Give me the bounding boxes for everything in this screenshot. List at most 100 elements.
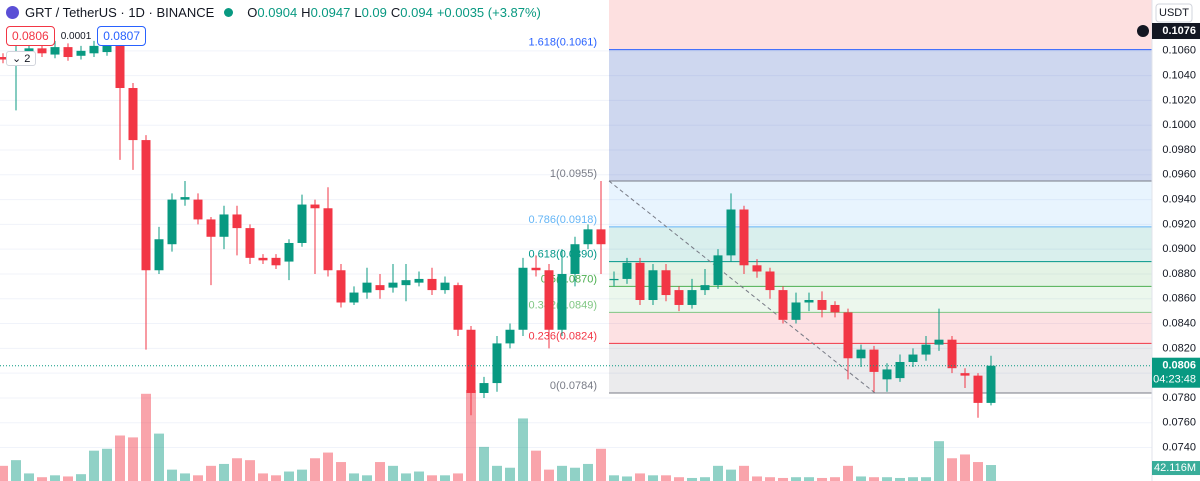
volume-bar [973,462,983,481]
add-button [1137,24,1149,37]
volume-bar [856,476,866,481]
volume-bar [24,473,34,481]
volume-bar [986,465,996,481]
volume-bar [726,469,736,481]
legend-key: C [390,5,401,20]
volume-bar [791,477,801,481]
candle-body [544,270,554,330]
price-axis [1152,0,1200,481]
market-status[interactable] [224,8,234,17]
candle-body [193,199,203,220]
candle-body [622,262,632,279]
sell-button[interactable]: 0.0806 [6,26,55,46]
y-tick-label: 0.0860 [1162,293,1196,305]
legend-key: H [301,5,311,20]
countdown: 04:23:48 [1153,374,1196,386]
order-buttons: 0.0806 0.0001 0.0807 [6,26,146,46]
candle-body [895,361,905,379]
candle-body [206,219,216,237]
volume-bar [128,437,138,481]
candle-body [609,278,619,281]
volume-bar [115,435,125,481]
volume-bar [37,477,47,481]
y-tick-label: 0.0880 [1162,268,1196,280]
candle-body [882,369,892,380]
y-tick-label: 0.1040 [1162,70,1196,82]
volume-bar [570,467,580,481]
currency: USDT [1159,7,1189,19]
candle-body [596,229,606,245]
fib-label: 0(0.0784) [550,380,597,392]
fib-band [609,226,1152,262]
last-price-tag [1152,357,1200,388]
volume-bar [596,448,606,481]
volume-bar [765,477,775,481]
volume-bar [622,476,632,481]
y-tick-label: 0.0740 [1162,441,1196,453]
volume-bar [479,446,489,481]
y-tick-label: 0.0820 [1162,342,1196,354]
volume-bar [557,465,567,481]
candle-body [258,257,268,261]
candle-body [167,199,177,245]
volume-bar [76,474,86,481]
volume-bar [817,477,827,481]
candle-body [531,267,541,271]
candle-body [648,270,658,301]
volume-bar [739,465,749,481]
volume-bar [778,477,788,481]
volume-bar [375,462,385,481]
candle-body [674,290,684,305]
candle-body [63,47,73,58]
legend-value: 0.0947 [310,5,351,20]
volume-bar [180,473,190,481]
volume-bar [895,477,905,481]
volume-bar [323,452,333,481]
volume-bar [362,475,372,481]
spread: 0.0001 [60,30,92,42]
indicators-toggle[interactable]: ⌄ 2 [6,51,37,66]
fib-band [609,286,1152,313]
candle-body [934,339,944,345]
candle-body [115,43,125,89]
volume-bar [440,475,450,481]
crosshair-label: 0.1076 [1162,25,1196,37]
volume-bar [661,475,671,481]
volume-bar [700,477,710,481]
volume-bar [882,477,892,481]
fib-label: 0.786(0.0918) [529,214,598,226]
buy-button[interactable]: 0.0807 [97,26,146,46]
candle-body [986,365,996,403]
candle-body [635,262,645,301]
volume-bar [947,458,957,481]
volume-bar [466,390,476,481]
volume-bar [843,465,853,481]
candle-body [375,285,385,291]
candle-body [700,285,710,291]
candle-body [427,278,437,291]
fib-band [609,261,1152,287]
fib-band [609,49,1152,181]
indicator-count: 2 [24,53,31,65]
crosshair-tag [1152,22,1200,39]
volume-bar [232,458,242,481]
legend-value: 0.094 [400,5,433,20]
last-price-label: 0.0806 [1162,360,1196,372]
candle-body [245,228,255,258]
candle-body [791,302,801,320]
symbol-title: GRT / TetherUS · 1D · BINANCE [25,5,215,20]
candle-body [960,373,970,376]
volume-bar [102,448,112,481]
candle-body [232,214,242,229]
legend-value: 0.09 [361,5,387,20]
candle-body [570,244,580,274]
fib-label: 0.618(0.0890) [529,248,598,260]
coin-logo [6,6,19,19]
volume-bar [713,465,723,481]
fib-band [609,49,1152,181]
candle-body [492,343,502,384]
volume-bar [50,475,60,481]
volume-bar [297,469,307,481]
volume-bar [258,473,268,481]
fib-label: 0.236(0.0824) [529,330,598,342]
